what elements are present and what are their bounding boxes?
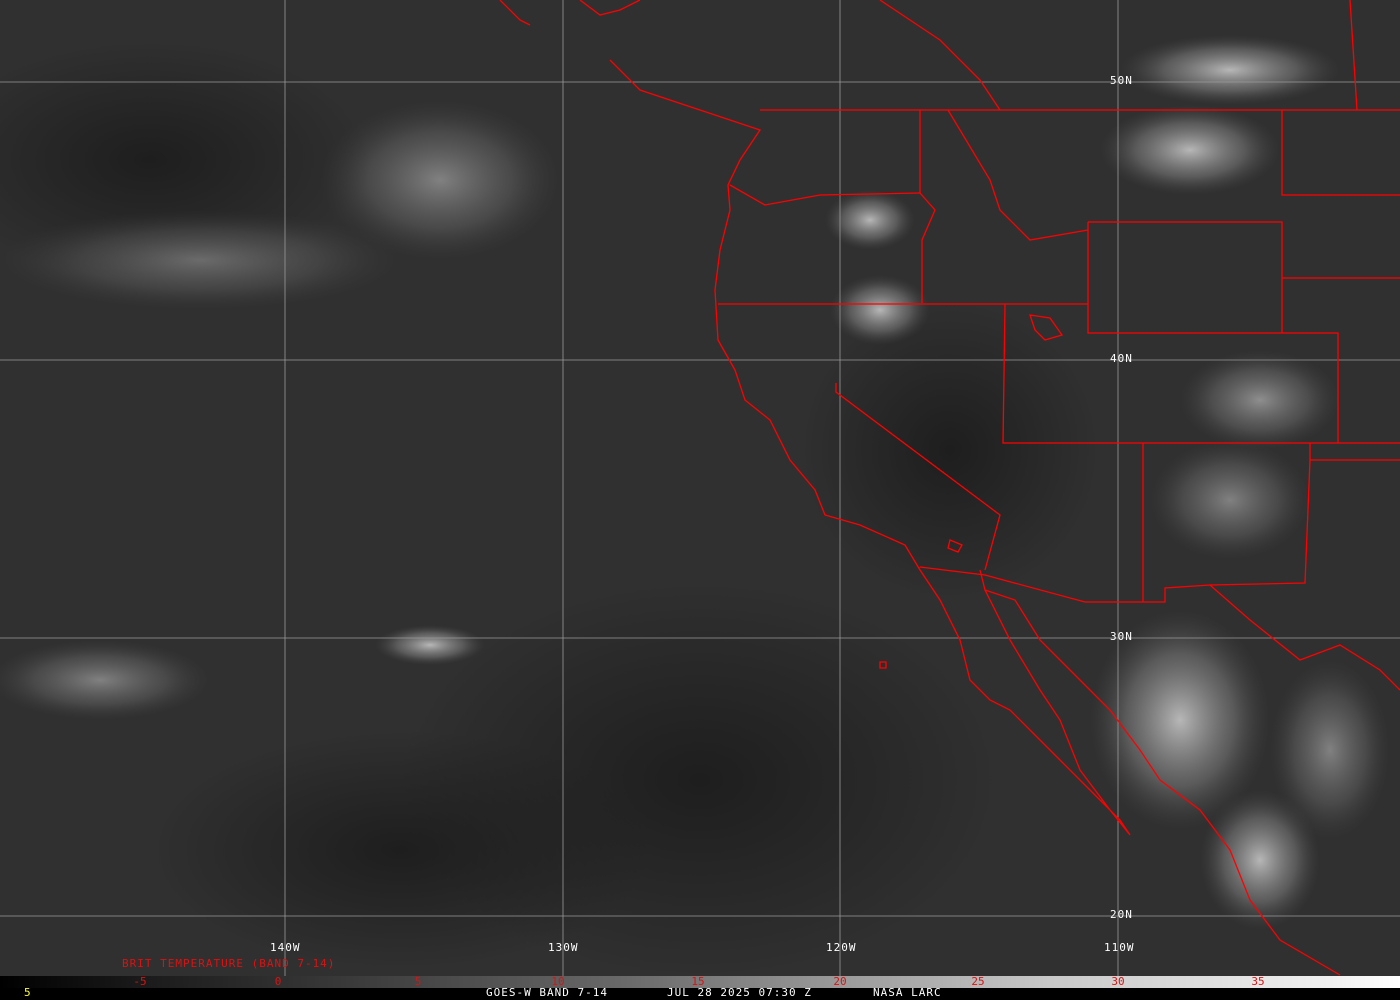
latitude-label-30n: 30N — [1110, 630, 1133, 643]
colorbar-tick: 0 — [274, 975, 282, 988]
colorbar — [0, 976, 1400, 988]
satellite-band: GOES-W BAND 7-14 — [486, 986, 608, 999]
political-boundaries — [499, 0, 1400, 976]
longitude-label-130w: 130W — [548, 941, 579, 954]
colorbar-tick: 20 — [833, 975, 847, 988]
lat-lon-grid — [0, 0, 1400, 976]
satellite-imagery — [0, 0, 1400, 976]
longitude-label-110w: 110W — [1104, 941, 1135, 954]
colorbar-tick: 25 — [971, 975, 985, 988]
latitude-label-20n: 20N — [1110, 908, 1133, 921]
west-coastline — [609, 59, 1131, 836]
longitude-label-120w: 120W — [826, 941, 857, 954]
cloud-features — [0, 35, 1390, 930]
colorbar-tick: 10 — [551, 975, 565, 988]
colorbar-tick: 15 — [691, 975, 705, 988]
colorbar-tick: 35 — [1251, 975, 1265, 988]
longitude-label-140w: 140W — [270, 941, 301, 954]
colorbar-tick: 30 — [1111, 975, 1125, 988]
image-source: NASA LARC — [873, 986, 942, 999]
latitude-label-50n: 50N — [1110, 74, 1133, 87]
colorbar-tick: -5 — [133, 975, 147, 988]
image-datetime: JUL 28 2025 07:30 Z — [667, 986, 812, 999]
frame-number: 5 — [24, 986, 32, 999]
footer-bar — [0, 988, 1400, 1000]
mexico-coastline — [984, 589, 1341, 976]
colorbar-tick: 5 — [414, 975, 422, 988]
colorbar-title: BRIT TEMPERATURE (BAND 7-14) — [122, 957, 336, 970]
latitude-label-40n: 40N — [1110, 352, 1133, 365]
